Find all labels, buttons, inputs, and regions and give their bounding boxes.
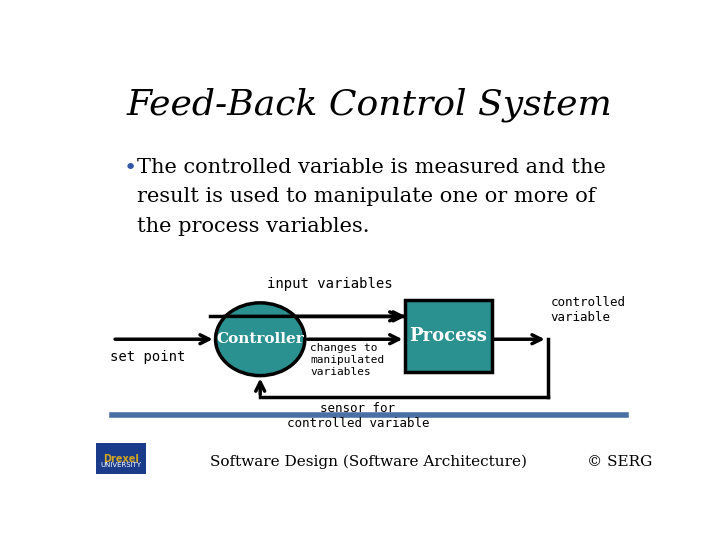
Text: The controlled variable is measured and the: The controlled variable is measured and … xyxy=(138,158,606,177)
Text: changes to
manipulated
variables: changes to manipulated variables xyxy=(310,343,384,376)
Text: Process: Process xyxy=(410,327,487,345)
Text: © SERG: © SERG xyxy=(588,455,653,469)
Text: set point: set point xyxy=(109,349,185,363)
Bar xyxy=(96,443,145,474)
Text: UNIVERSITY: UNIVERSITY xyxy=(100,462,141,468)
Text: Software Design (Software Architecture): Software Design (Software Architecture) xyxy=(210,455,528,469)
Text: Drexel: Drexel xyxy=(103,454,139,464)
Text: Controller: Controller xyxy=(216,332,304,346)
Text: controlled
variable: controlled variable xyxy=(550,295,626,323)
Text: sensor for
controlled variable: sensor for controlled variable xyxy=(287,402,429,430)
Text: •: • xyxy=(124,158,137,178)
Ellipse shape xyxy=(215,303,305,376)
Bar xyxy=(405,300,492,373)
Text: result is used to manipulate one or more of: result is used to manipulate one or more… xyxy=(138,187,596,206)
Text: the process variables.: the process variables. xyxy=(138,217,370,235)
Text: input variables: input variables xyxy=(267,277,392,291)
Text: Feed-Back Control System: Feed-Back Control System xyxy=(126,87,612,122)
